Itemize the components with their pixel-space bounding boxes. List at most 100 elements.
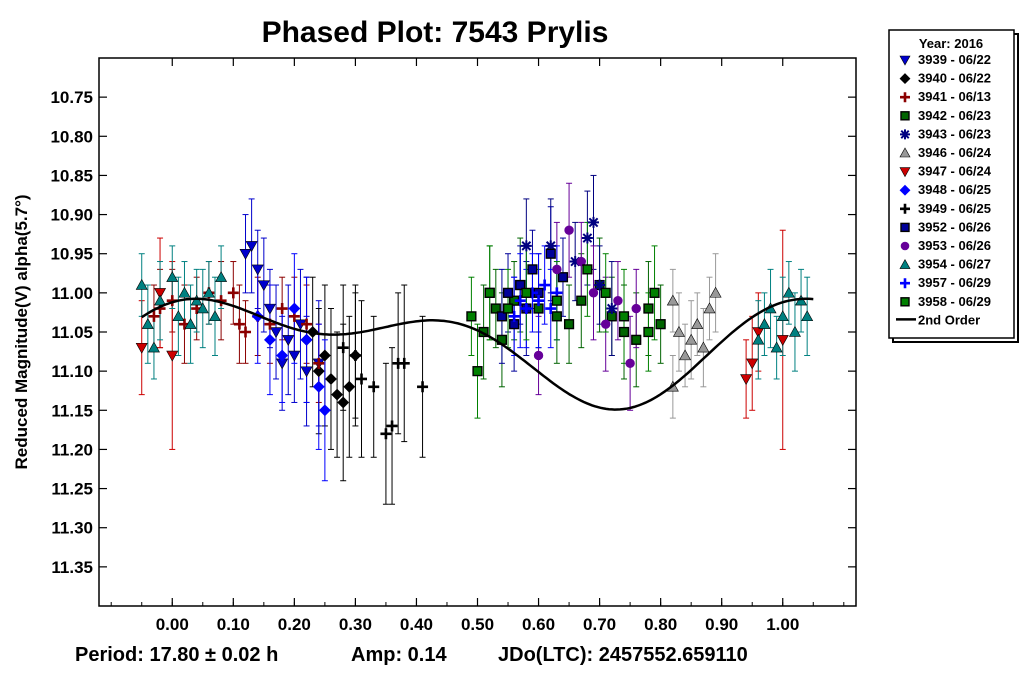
data-point-diamond: [276, 349, 289, 362]
data-point-diamond: [325, 373, 337, 385]
legend-items: 3939 - 06/22 3940 - 06/22 3941 - 06/13 3942…: [896, 52, 992, 327]
y-tick-label: 10.75: [50, 88, 93, 107]
data-point-tri-down: [154, 288, 167, 299]
data-point-square: [618, 311, 630, 322]
plot-area: [98, 57, 857, 607]
data-point-tri-down: [135, 342, 148, 354]
data-point-plus: [417, 381, 429, 393]
legend-entry-label: 3948 - 06/25: [918, 182, 991, 197]
data-point-tri-up: [801, 310, 814, 322]
data-point-diamond: [343, 380, 356, 393]
legend-marker-square: [900, 222, 910, 233]
data-point-tri-down: [740, 374, 753, 386]
y-tick-label: 10.85: [50, 166, 93, 185]
data-point-tri-up: [135, 278, 148, 290]
data-point-plus: [386, 420, 398, 432]
legend-entry-label: 3943 - 06/23: [918, 126, 991, 141]
y-tick-label: 11.00: [51, 284, 93, 303]
data-point-diamond: [300, 333, 313, 346]
data-point-square: [527, 264, 538, 275]
data-point-tri-up: [776, 310, 789, 322]
y-tick-label: 11.10: [51, 362, 93, 381]
x-tick-label: 0.90: [705, 615, 738, 634]
legend-entry-label: 3954 - 06/27: [918, 257, 991, 272]
data-point-square: [576, 295, 587, 306]
y-axis: 10.75 10.80 10.85 10.90 10.95 11.00 11.05 11.10…: [50, 88, 856, 577]
data-point-plus: [301, 318, 313, 330]
data-point-tri-up: [685, 333, 698, 345]
data-point-tri-up: [752, 333, 765, 345]
data-point-star: [569, 256, 581, 268]
legend-entry-label: 3941 - 06/13: [918, 89, 991, 104]
data-point-plus: [349, 349, 361, 361]
data-point-tri-up: [788, 325, 801, 337]
data-point-tri-up: [166, 271, 179, 282]
y-tick-label: 10.95: [50, 245, 93, 264]
data-point-tri-up: [691, 318, 704, 329]
legend-entry-label: 3949 - 06/25: [918, 201, 991, 216]
data-point-circle: [533, 350, 544, 361]
data-point-plus: [514, 295, 526, 307]
data-point-tri-down: [288, 350, 301, 362]
legend-marker-tri-down: [899, 167, 911, 178]
data-point-tri-up: [178, 286, 191, 298]
data-point-square: [502, 303, 514, 314]
data-point-tri-down: [245, 241, 258, 253]
data-point-plus: [545, 303, 557, 315]
data-point-diamond: [312, 365, 325, 378]
data-point-tri-down: [746, 358, 759, 370]
legend-marker-plus: [900, 203, 910, 214]
data-point-star: [545, 240, 557, 252]
data-point-diamond: [331, 388, 344, 401]
data-point-star: [606, 303, 618, 315]
data-point-plus: [380, 428, 392, 440]
legend-entry-label: 3942 - 06/23: [918, 108, 991, 123]
x-tick-label: 0.60: [522, 615, 555, 634]
y-tick-label: 10.90: [50, 206, 93, 225]
data-point-tri-down: [251, 264, 264, 276]
data-point-tri-up: [782, 286, 795, 298]
legend-entry-label: 3947 - 06/24: [918, 164, 992, 179]
data-point-plus: [533, 295, 545, 307]
legend-entry-label: 3952 - 06/26: [918, 219, 991, 234]
legend-entry-label: 3940 - 06/22: [918, 71, 991, 86]
data-point-tri-up: [147, 341, 160, 353]
legend: Year: 2016 3939 - 06/22 3940 - 06/22 3941 …: [888, 29, 1019, 343]
data-point-diamond: [264, 333, 276, 346]
data-point-circle: [552, 264, 562, 275]
data-point-tri-down: [752, 327, 765, 339]
x-tick-label: 0.50: [461, 615, 494, 634]
data-point-square: [502, 287, 514, 298]
data-point-plus: [539, 279, 551, 291]
legend-marker-tri-up: [899, 258, 911, 269]
legend-marker-tri-down: [899, 55, 911, 66]
data-point-circle: [601, 319, 611, 329]
legend-entry-label: 3939 - 06/22: [918, 52, 991, 67]
data-point-square: [521, 287, 532, 298]
data-point-tri-down: [263, 303, 276, 315]
data-point-star: [587, 216, 599, 228]
data-point-diamond: [318, 349, 331, 362]
data-point-square: [515, 279, 526, 291]
data-point-circle: [631, 303, 641, 314]
data-point-tri-up: [184, 318, 197, 329]
x-tick-label: 0.40: [400, 615, 433, 634]
data-point-tri-up: [709, 286, 722, 298]
x-tick-label: 0.00: [156, 615, 189, 634]
y-tick-label: 11.20: [51, 440, 93, 459]
legend-marker-star: [900, 129, 910, 140]
data-point-diamond: [318, 404, 331, 417]
data-point-circle: [625, 358, 635, 369]
data-point-square: [557, 272, 569, 283]
x-axis: 0.00 0.10 0.20 0.30 0.40 0.50 0.60 0.70 0.80 0.90…: [110, 58, 845, 634]
data-point-tri-up: [172, 310, 185, 322]
data-point-square: [649, 287, 660, 298]
legend-entry-label: 3946 - 06/24: [918, 145, 992, 160]
data-point-square: [643, 326, 654, 338]
data-point-tri-down: [776, 335, 789, 346]
data-point-tri-up: [758, 318, 771, 329]
data-point-tri-up: [697, 341, 710, 353]
data-point-plus: [337, 342, 349, 354]
data-point-square: [655, 319, 666, 330]
y-tick-label: 11.25: [51, 480, 93, 499]
